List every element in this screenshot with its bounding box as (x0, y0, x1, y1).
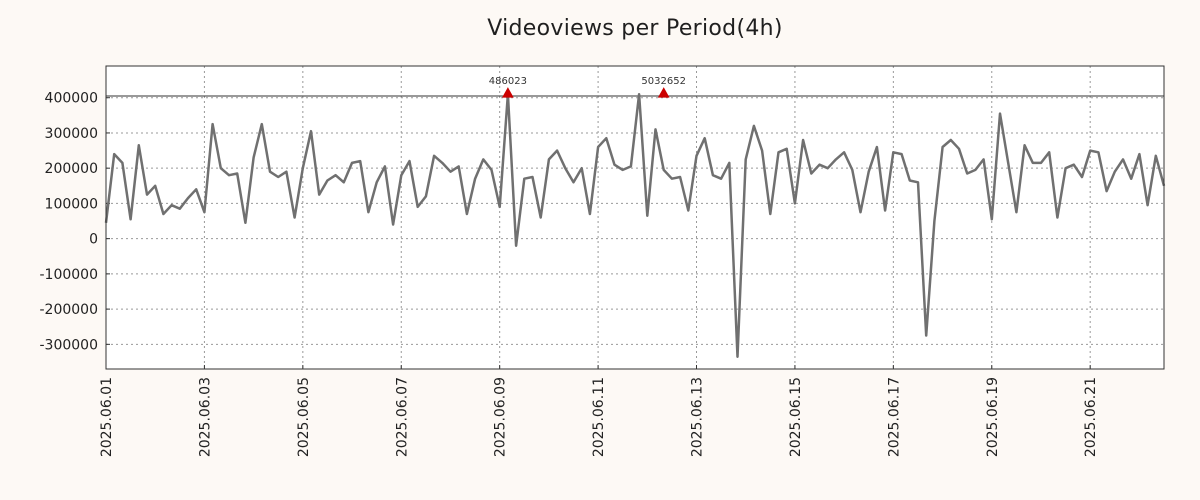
y-tick-label: 400000 (45, 91, 98, 107)
series-line (104, 92, 1166, 358)
peak-label: 486023 (489, 76, 527, 87)
y-tick-label: 100000 (45, 196, 98, 212)
x-tick-label: 2025.06.21 (1083, 377, 1099, 457)
y-tick-label: 300000 (45, 126, 98, 142)
plot-area (106, 66, 1164, 369)
peak-marker (657, 87, 670, 98)
x-tick-label: 2025.06.19 (985, 377, 1001, 457)
chart-title: Videoviews per Period(4h) (487, 16, 783, 41)
x-tick-label: 2025.06.13 (690, 377, 706, 457)
x-tick-label: 2025.06.01 (99, 377, 115, 457)
peak-marker (502, 87, 514, 98)
y-tick-label: -100000 (40, 267, 99, 283)
x-tick-label: 2025.06.11 (591, 377, 607, 457)
x-tick-label: 2025.06.07 (394, 377, 410, 457)
y-tick-label: 0 (89, 232, 98, 248)
peak-label: 5032652 (641, 76, 686, 87)
x-tick-label: 2025.06.15 (788, 377, 804, 457)
y-tick-label: 200000 (45, 161, 98, 177)
x-tick-label: 2025.06.09 (493, 377, 509, 457)
y-tick-label: -200000 (40, 302, 99, 318)
x-tick-label: 2025.06.03 (197, 377, 213, 457)
x-tick-label: 2025.06.05 (296, 377, 312, 457)
x-tick-label: 2025.06.17 (886, 377, 902, 457)
y-tick-label: -300000 (40, 337, 99, 353)
plot-frame (105, 65, 1165, 370)
